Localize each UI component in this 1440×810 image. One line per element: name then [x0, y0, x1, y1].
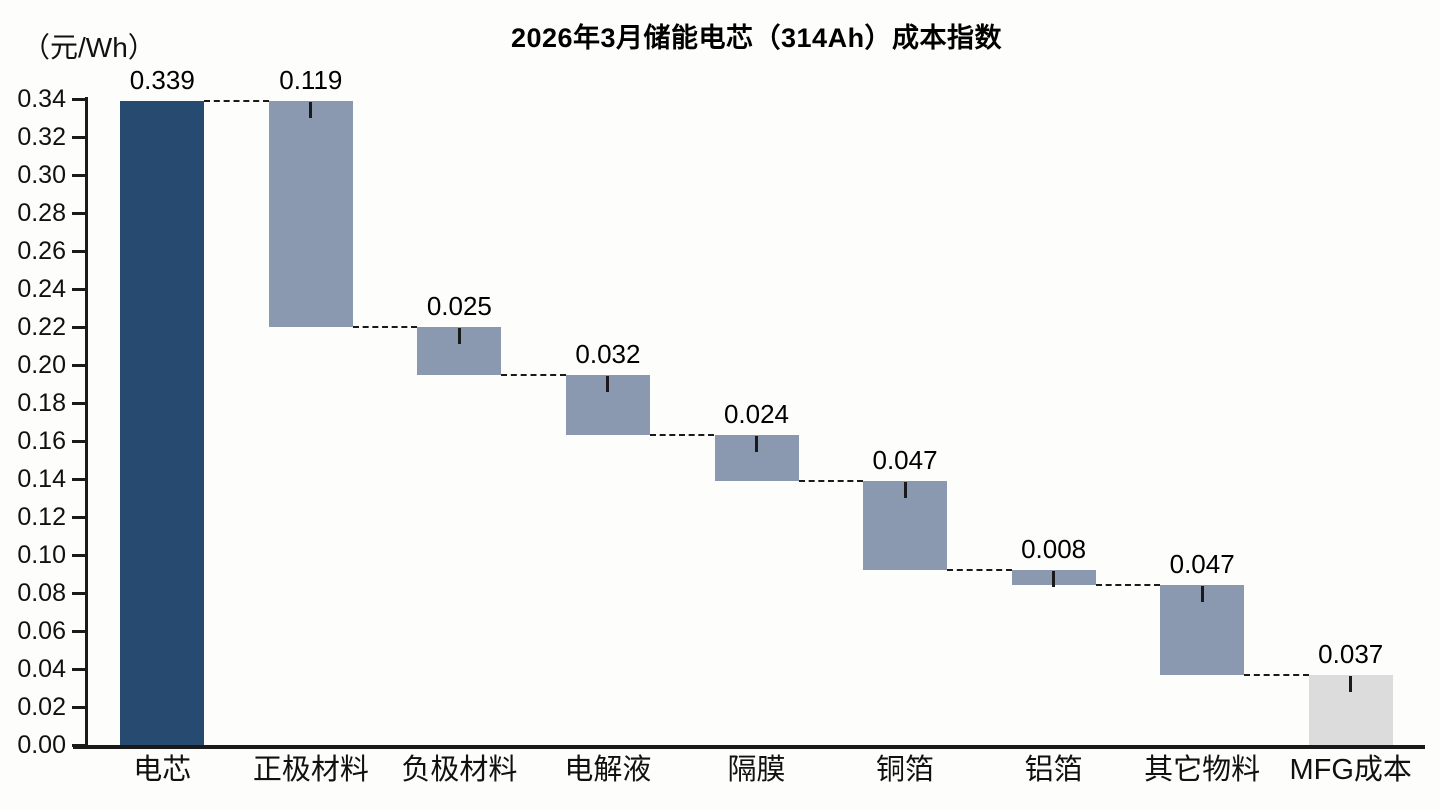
waterfall-connector [649, 434, 715, 437]
y-axis-line [85, 97, 88, 745]
value-label: 0.032 [575, 338, 641, 369]
y-axis-tick [72, 591, 87, 595]
value-label: 0.047 [1169, 549, 1235, 580]
category-label: 其它物料 [1144, 754, 1261, 786]
chart-title: 2026年3月储能电芯（314Ah）成本指数 [510, 23, 1003, 53]
value-leader-tick [1200, 586, 1204, 603]
y-axis-tick-label: 0.28 [17, 198, 66, 227]
value-label: 0.047 [872, 444, 938, 475]
value-leader-tick [1052, 571, 1056, 588]
y-axis-tick [72, 173, 87, 177]
y-axis-tick [72, 629, 87, 633]
waterfall-connector [798, 479, 864, 482]
y-axis-tick-label: 0.06 [17, 616, 66, 645]
y-axis-tick [72, 211, 87, 215]
value-leader-tick [606, 375, 610, 392]
value-label: 0.037 [1318, 638, 1384, 669]
category-label: 正极材料 [252, 754, 369, 786]
y-axis-tick-label: 0.24 [17, 274, 66, 303]
y-axis-tick-label: 0.08 [17, 578, 66, 607]
y-axis-tick-label: 0.04 [17, 654, 66, 683]
y-axis-tick-label: 0.12 [17, 502, 66, 531]
y-axis-tick [72, 135, 87, 139]
category-label: MFG成本 [1289, 754, 1412, 786]
y-axis-tick [72, 401, 87, 405]
value-label: 0.024 [723, 399, 790, 430]
value-label: 0.339 [129, 64, 195, 95]
y-axis-tick [72, 325, 87, 329]
waterfall-connector [1095, 584, 1161, 587]
value-leader-tick [903, 481, 907, 498]
y-axis-tick-label: 0.10 [17, 540, 66, 569]
waterfall-bar-1 [120, 100, 205, 745]
waterfall-connector [204, 99, 269, 102]
x-axis-line [73, 745, 1425, 749]
y-axis-tick [72, 249, 87, 253]
waterfall-connector [947, 569, 1012, 572]
y-axis-unit-label: （元/Wh） [22, 32, 156, 63]
y-axis-tick-label: 0.18 [17, 388, 66, 417]
y-axis-tick-label: 0.14 [17, 464, 66, 493]
value-leader-tick [457, 328, 461, 344]
value-label: 0.119 [279, 64, 343, 95]
y-axis-tick-label: 0.30 [17, 160, 66, 189]
y-axis-tick-label: 0.22 [17, 312, 66, 341]
y-axis-tick-label: 0.32 [17, 122, 66, 151]
value-leader-tick [309, 101, 313, 118]
category-label: 隔膜 [727, 754, 786, 786]
waterfall-bar-2 [268, 100, 353, 327]
value-leader-tick [1349, 675, 1353, 692]
y-axis-tick-label: 0.00 [17, 730, 66, 759]
waterfall-connector [352, 326, 418, 328]
y-axis-tick [72, 667, 87, 671]
value-leader-tick [755, 436, 758, 453]
y-axis-tick [72, 97, 87, 101]
y-axis-tick-label: 0.20 [17, 350, 66, 379]
waterfall-connector [501, 373, 566, 376]
y-axis-tick-label: 0.02 [17, 692, 66, 721]
value-label: 0.008 [1021, 534, 1087, 565]
y-axis-tick-label: 0.16 [17, 426, 66, 455]
y-axis-tick-label: 0.26 [17, 236, 66, 265]
y-axis-tick [72, 553, 87, 557]
category-label: 电芯 [133, 754, 192, 786]
y-axis-tick [72, 705, 87, 709]
y-axis-tick [72, 477, 87, 481]
category-label: 铝箔 [1024, 754, 1083, 786]
category-label: 电解液 [564, 754, 652, 786]
y-axis-tick [72, 439, 87, 443]
category-label: 铜箔 [876, 754, 935, 786]
category-label: 负极材料 [401, 754, 518, 786]
y-axis-tick [72, 363, 87, 367]
waterfall-connector [1244, 673, 1309, 676]
y-axis-tick [72, 287, 87, 291]
value-label: 0.025 [426, 291, 492, 321]
y-axis-tick [72, 515, 87, 519]
y-axis-tick-label: 0.34 [17, 84, 66, 113]
